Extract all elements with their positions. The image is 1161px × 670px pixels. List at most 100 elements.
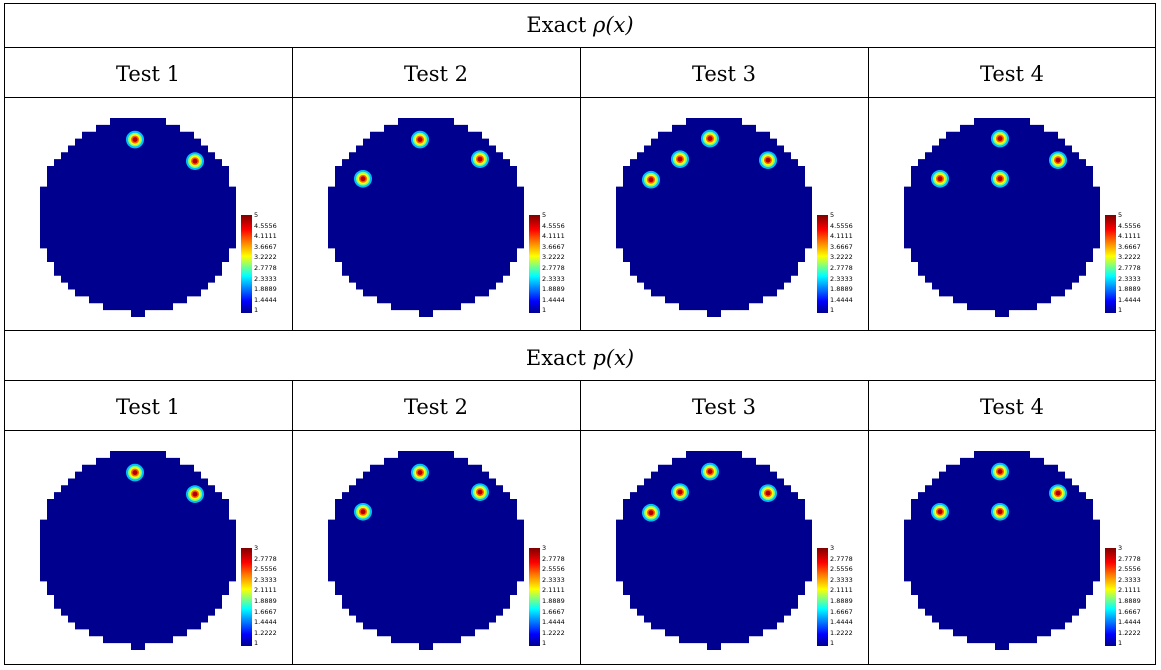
colorbar-tick-label: 5: [830, 211, 835, 219]
colorbar-tick-label: 2.1111: [1118, 586, 1141, 595]
table-rule: [580, 380, 581, 664]
colorbar-tick-label: 1.8889: [1118, 285, 1141, 294]
colorbar-tick-label: 3: [542, 544, 547, 552]
heatmap-panel: 3 2.7778 2.5556 2.3333 2.1111 1.8889 1.6667 1.4…: [898, 451, 1141, 651]
colorbar-tick-label: 1.4444: [254, 295, 277, 304]
colorbar-tick-label: 5: [542, 211, 547, 219]
heatmap-panel: 5 4.5556 4.1111 3.6667 3.2222 2.7778 2.3333 1.8…: [322, 118, 565, 318]
disk-plot: [328, 118, 524, 317]
colorbar-tick-label: 1.8889: [542, 285, 565, 294]
colorbar-tick-label: 3.2222: [830, 253, 853, 262]
colorbar-tick-label: 4.5556: [254, 221, 277, 230]
colorbar-tick-label: 2.3333: [830, 575, 853, 584]
colorbar-tick-label: 2.3333: [830, 274, 853, 283]
colorbar-tick-label: 1.4444: [254, 618, 277, 627]
heatmap-panel: 5 4.5556 4.1111 3.6667 3.2222 2.7778 2.3333 1.8…: [898, 118, 1141, 318]
colorbar-tick-label: 2.7778: [830, 554, 853, 563]
colorbar-tick-label: 2.7778: [1118, 264, 1141, 272]
colorbar-tick-label: 1.8889: [542, 597, 565, 605]
domain-disk: [40, 118, 236, 317]
disk-plot: [616, 118, 812, 317]
colorbar-tick-label: 2.7778: [1118, 554, 1141, 563]
heatmap-panel: 5 4.5556 4.1111 3.6667 3.2222 2.7778 2.3333 1.8…: [34, 118, 277, 318]
inclusion-spot: [1049, 484, 1067, 502]
inclusion-spot: [991, 129, 1009, 148]
disk-plot: [40, 451, 236, 650]
colorbar-tick-label: 1.6667: [254, 607, 277, 616]
disk-plot: [328, 451, 524, 650]
colorbar-tick-label: 1: [542, 306, 547, 315]
colorbar-tick-label: 1.2222: [830, 628, 853, 637]
colorbar-tick-label: 3.2222: [254, 253, 277, 262]
colorbar-gradient: [241, 548, 252, 646]
colorbar-tick-label: 2.5556: [830, 565, 853, 574]
colorbar-tick-label: 1: [830, 639, 835, 648]
domain-disk: [40, 451, 236, 650]
colorbar-tick-label: 2.7778: [542, 264, 565, 272]
domain-disk: [904, 451, 1100, 650]
table-rule: [1155, 3, 1156, 665]
colorbar-gradient: [817, 548, 828, 646]
inclusion-spot: [126, 463, 144, 482]
colorbar-tick-label: 3.2222: [1118, 253, 1141, 262]
colorbar-tick-label: 1: [830, 306, 835, 315]
colorbar-tick-label: 2.1111: [254, 586, 277, 595]
colorbar-tick-label: 3: [254, 544, 259, 552]
inclusion-spot: [186, 152, 204, 170]
colorbar-tick-label: 5: [1118, 211, 1123, 219]
domain-disk: [616, 451, 812, 650]
inclusion-spot: [354, 169, 372, 188]
table-rule: [4, 330, 1156, 331]
section-title-symbol: p(x): [592, 346, 635, 370]
disk-plot: [904, 118, 1100, 317]
colorbar-tick-label: 3: [1118, 544, 1123, 552]
inclusion-spot: [411, 130, 429, 149]
colorbar-tick-label: 2.5556: [542, 565, 565, 574]
colorbar-tick-label: 1: [1118, 639, 1123, 648]
colorbar-tick-label: 2.1111: [830, 586, 853, 595]
table-rule: [868, 380, 869, 664]
colorbar-tick-label: 1: [542, 639, 547, 648]
inclusion-spot: [991, 169, 1009, 188]
colorbar-tick-label: 5: [254, 211, 259, 219]
heatmap-panel: 3 2.7778 2.5556 2.3333 2.1111 1.8889 1.6667 1.4…: [34, 451, 277, 651]
column-label-test-4: Test 4: [979, 62, 1045, 86]
colorbar-tick-label: 3.6667: [254, 242, 277, 251]
colorbar-tick-label: 3.2222: [542, 253, 565, 262]
colorbar-tick-label: 2.3333: [542, 575, 565, 584]
column-label-test-1: Test 1: [115, 62, 181, 86]
colorbar-tick-label: 2.3333: [254, 575, 277, 584]
section-title-prefix: Exact: [526, 13, 593, 37]
section-title-p: Exact p(x): [4, 348, 1156, 369]
inclusion-spot: [642, 170, 660, 189]
colorbar-tick-label: 4.5556: [830, 221, 853, 230]
colorbar-tick-label: 4.1111: [1118, 232, 1141, 241]
colorbar-tick-label: 3.6667: [830, 242, 853, 251]
colorbar-tick-label: 4.1111: [830, 232, 853, 241]
colorbar-tick-label: 2.7778: [254, 264, 277, 272]
inclusion-spot: [671, 483, 689, 501]
heatmap-panel: 3 2.7778 2.5556 2.3333 2.1111 1.8889 1.6667 1.4…: [610, 451, 853, 651]
inclusion-spot: [991, 502, 1009, 521]
figure-table: Exact ρ(x) Test 1 Test 2 Test 3 Test 4 E…: [4, 3, 1156, 665]
table-rule: [4, 664, 1156, 665]
domain-disk: [328, 451, 524, 650]
inclusion-spot: [471, 150, 489, 168]
colorbar-tick-label: 1.4444: [1118, 618, 1141, 627]
colorbar-tick-label: 1.8889: [830, 597, 853, 605]
inclusion-spot: [991, 462, 1009, 481]
colorbar-tick-label: 2.3333: [1118, 274, 1141, 283]
colorbar-tick-label: 2.3333: [254, 274, 277, 283]
table-rule: [292, 47, 293, 330]
colorbar-tick-label: 1.2222: [542, 628, 565, 637]
colorbar-tick-label: 1.2222: [254, 628, 277, 637]
colorbar-tick-label: 3.6667: [542, 242, 565, 251]
disk-plot: [616, 451, 812, 650]
colorbar-tick-label: 1.6667: [830, 607, 853, 616]
colorbar-tick-label: 1.8889: [830, 285, 853, 294]
colorbar-gradient: [817, 215, 828, 313]
colorbar-gradient: [241, 215, 252, 313]
inclusion-spot: [931, 502, 949, 521]
heatmap-panel: 3 2.7778 2.5556 2.3333 2.1111 1.8889 1.6667 1.4…: [322, 451, 565, 651]
inclusion-spot: [186, 485, 204, 503]
